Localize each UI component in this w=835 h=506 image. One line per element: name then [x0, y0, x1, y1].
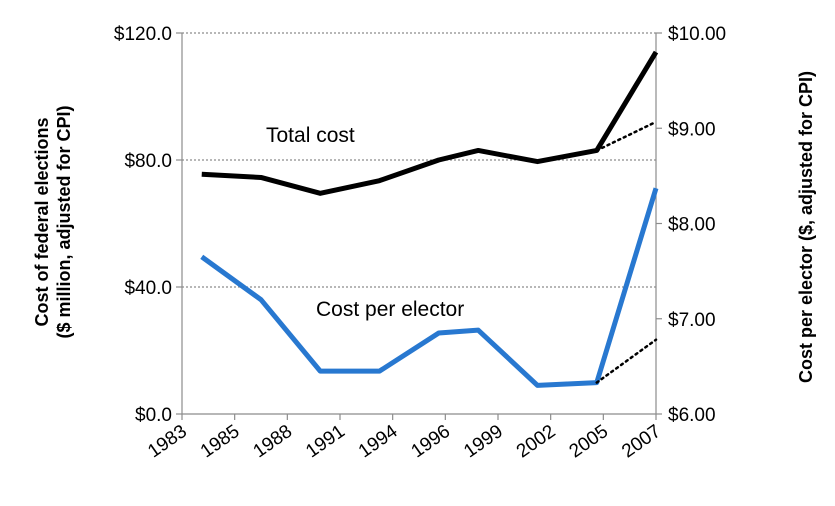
annotation-cost-per-elector: Cost per elector	[316, 298, 464, 321]
right-tick-label: $8.00	[668, 215, 716, 236]
right-tick-label: $7.00	[668, 310, 716, 331]
right-tick-label: $9.00	[668, 119, 716, 140]
x-tick-label: 1985	[197, 421, 244, 462]
gridlines	[182, 32, 656, 288]
right-tick-label: $6.00	[668, 405, 716, 426]
x-tick-label: 1988	[250, 421, 297, 462]
x-tick-label: 1991	[302, 421, 349, 462]
left-axis-title-line2: ($ million, adjusted for CPI)	[54, 105, 74, 338]
x-tick-label: 2007	[618, 421, 665, 462]
series-projection-1	[595, 338, 658, 384]
x-tick-label: 1983	[144, 421, 191, 462]
annotation-total-cost: Total cost	[266, 124, 355, 147]
series-line-1	[200, 187, 659, 388]
x-tick-label: 2005	[566, 421, 613, 462]
x-tick-label: 1999	[460, 421, 507, 462]
x-tick-label: 1994	[355, 421, 402, 463]
x-tick-label: 2002	[513, 421, 560, 462]
series-line-0	[201, 50, 659, 196]
series-lines	[200, 50, 659, 388]
series-projection-0	[595, 120, 658, 152]
right-tick-label: $10.00	[668, 24, 726, 45]
left-tick-label: $0.0	[135, 405, 172, 426]
left-tick-label: $40.0	[124, 278, 172, 299]
left-axis-title: Cost of federal elections	[32, 117, 52, 326]
x-tick-label: 1996	[408, 421, 455, 462]
left-tick-label: $80.0	[124, 151, 172, 172]
right-axis-title: Cost per elector ($, adjusted for CPI)	[796, 71, 816, 383]
left-tick-label: $120.0	[114, 24, 172, 45]
axes	[176, 32, 662, 420]
